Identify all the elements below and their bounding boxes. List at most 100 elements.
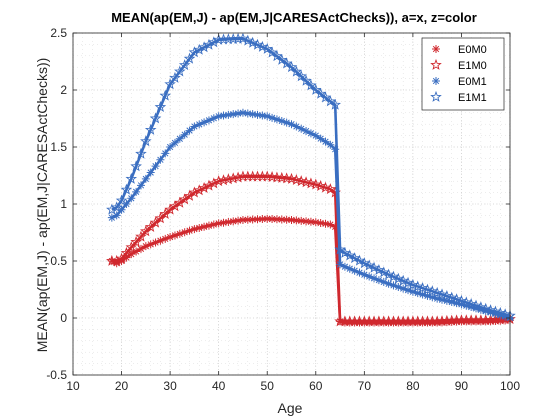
- asterisk-marker: [268, 113, 277, 122]
- asterisk-marker: [418, 290, 427, 299]
- asterisk-marker: [432, 77, 440, 85]
- series-line: [111, 37, 511, 317]
- star-marker: [251, 38, 264, 50]
- asterisk-marker: [161, 234, 170, 243]
- asterisk-marker: [141, 174, 150, 183]
- star-marker: [183, 52, 196, 64]
- asterisk-marker: [166, 233, 175, 242]
- star-marker: [178, 193, 191, 205]
- chart-title: MEAN(ap(EM,J) - ap(EM,J|CARESActChecks))…: [111, 10, 477, 25]
- asterisk-marker: [472, 304, 481, 313]
- asterisk-marker: [166, 143, 175, 151]
- asterisk-marker: [151, 162, 160, 171]
- asterisk-marker: [287, 120, 296, 129]
- asterisk-marker: [302, 217, 311, 226]
- asterisk-marker: [190, 122, 199, 131]
- asterisk-marker: [404, 286, 413, 295]
- star-marker: [125, 172, 138, 184]
- asterisk-marker: [340, 262, 349, 271]
- asterisk-marker: [238, 108, 247, 117]
- asterisk-marker: [442, 296, 451, 305]
- series-layer: [106, 32, 516, 327]
- asterisk-marker: [243, 215, 252, 224]
- star-marker: [256, 40, 269, 52]
- asterisk-marker: [326, 220, 335, 229]
- series-markers: [106, 32, 516, 321]
- asterisk-marker: [336, 260, 345, 269]
- asterisk-marker: [282, 215, 291, 224]
- star-marker: [300, 176, 312, 188]
- star-marker: [164, 78, 176, 90]
- star-marker: [339, 246, 351, 258]
- star-marker: [169, 200, 181, 212]
- star-marker: [407, 278, 419, 290]
- x-tick-label: 50: [261, 379, 275, 393]
- star-marker: [169, 71, 181, 83]
- asterisk-marker: [292, 122, 301, 131]
- asterisk-marker: [127, 250, 136, 259]
- asterisk-marker: [200, 222, 209, 231]
- asterisk-marker: [204, 221, 213, 230]
- star-marker: [382, 268, 395, 280]
- y-tick-label: 1.5: [50, 140, 67, 154]
- star-marker: [130, 160, 142, 172]
- star-marker: [208, 36, 220, 48]
- star-marker: [445, 291, 458, 303]
- asterisk-marker: [151, 238, 160, 247]
- asterisk-marker: [229, 217, 238, 226]
- star-marker: [246, 36, 259, 48]
- asterisk-marker: [428, 293, 437, 302]
- star-marker: [110, 254, 123, 266]
- legend-item-E0M1: E0M1: [432, 76, 487, 88]
- star-marker: [135, 230, 147, 242]
- star-marker: [416, 282, 429, 294]
- star-marker: [178, 59, 191, 71]
- star-marker: [120, 246, 133, 258]
- asterisk-marker: [389, 281, 398, 290]
- asterisk-marker: [180, 130, 189, 139]
- star-marker: [285, 61, 298, 73]
- asterisk-marker: [272, 215, 281, 224]
- star-marker: [115, 194, 128, 206]
- star-marker: [387, 270, 400, 282]
- star-marker: [373, 264, 385, 276]
- asterisk-marker: [219, 111, 228, 120]
- asterisk-marker: [321, 219, 330, 228]
- asterisk-marker: [379, 277, 388, 286]
- asterisk-marker: [457, 300, 466, 309]
- legend-label: E0M0: [458, 44, 487, 56]
- asterisk-marker: [185, 126, 194, 135]
- star-marker: [125, 241, 138, 253]
- star-marker: [305, 177, 317, 189]
- asterisk-marker: [452, 299, 461, 308]
- asterisk-marker: [399, 284, 408, 293]
- asterisk-marker: [423, 291, 432, 300]
- x-tick-label: 10: [66, 379, 80, 393]
- x-tick-label: 60: [309, 379, 323, 393]
- asterisk-marker: [146, 168, 155, 177]
- asterisk-marker: [302, 127, 311, 136]
- legend-item-E1M1: E1M1: [430, 90, 487, 104]
- asterisk-marker: [297, 216, 306, 225]
- legend-label: E1M0: [458, 60, 487, 72]
- asterisk-marker: [229, 110, 238, 119]
- y-tick-label: 0.5: [50, 254, 67, 268]
- series-markers: [106, 170, 516, 327]
- star-marker: [208, 177, 220, 189]
- asterisk-marker: [248, 110, 257, 119]
- star-marker: [217, 174, 230, 186]
- series-E1M0: [106, 170, 516, 327]
- asterisk-marker: [321, 137, 330, 146]
- star-marker: [295, 70, 308, 82]
- asterisk-marker: [200, 118, 209, 127]
- asterisk-marker: [170, 231, 179, 240]
- star-marker: [353, 254, 366, 266]
- star-marker: [154, 101, 167, 113]
- star-marker: [426, 285, 439, 297]
- star-marker: [285, 172, 298, 184]
- star-marker: [203, 179, 215, 191]
- asterisk-marker: [467, 303, 476, 312]
- asterisk-marker: [195, 120, 204, 129]
- star-marker: [164, 203, 176, 215]
- asterisk-marker: [219, 218, 228, 227]
